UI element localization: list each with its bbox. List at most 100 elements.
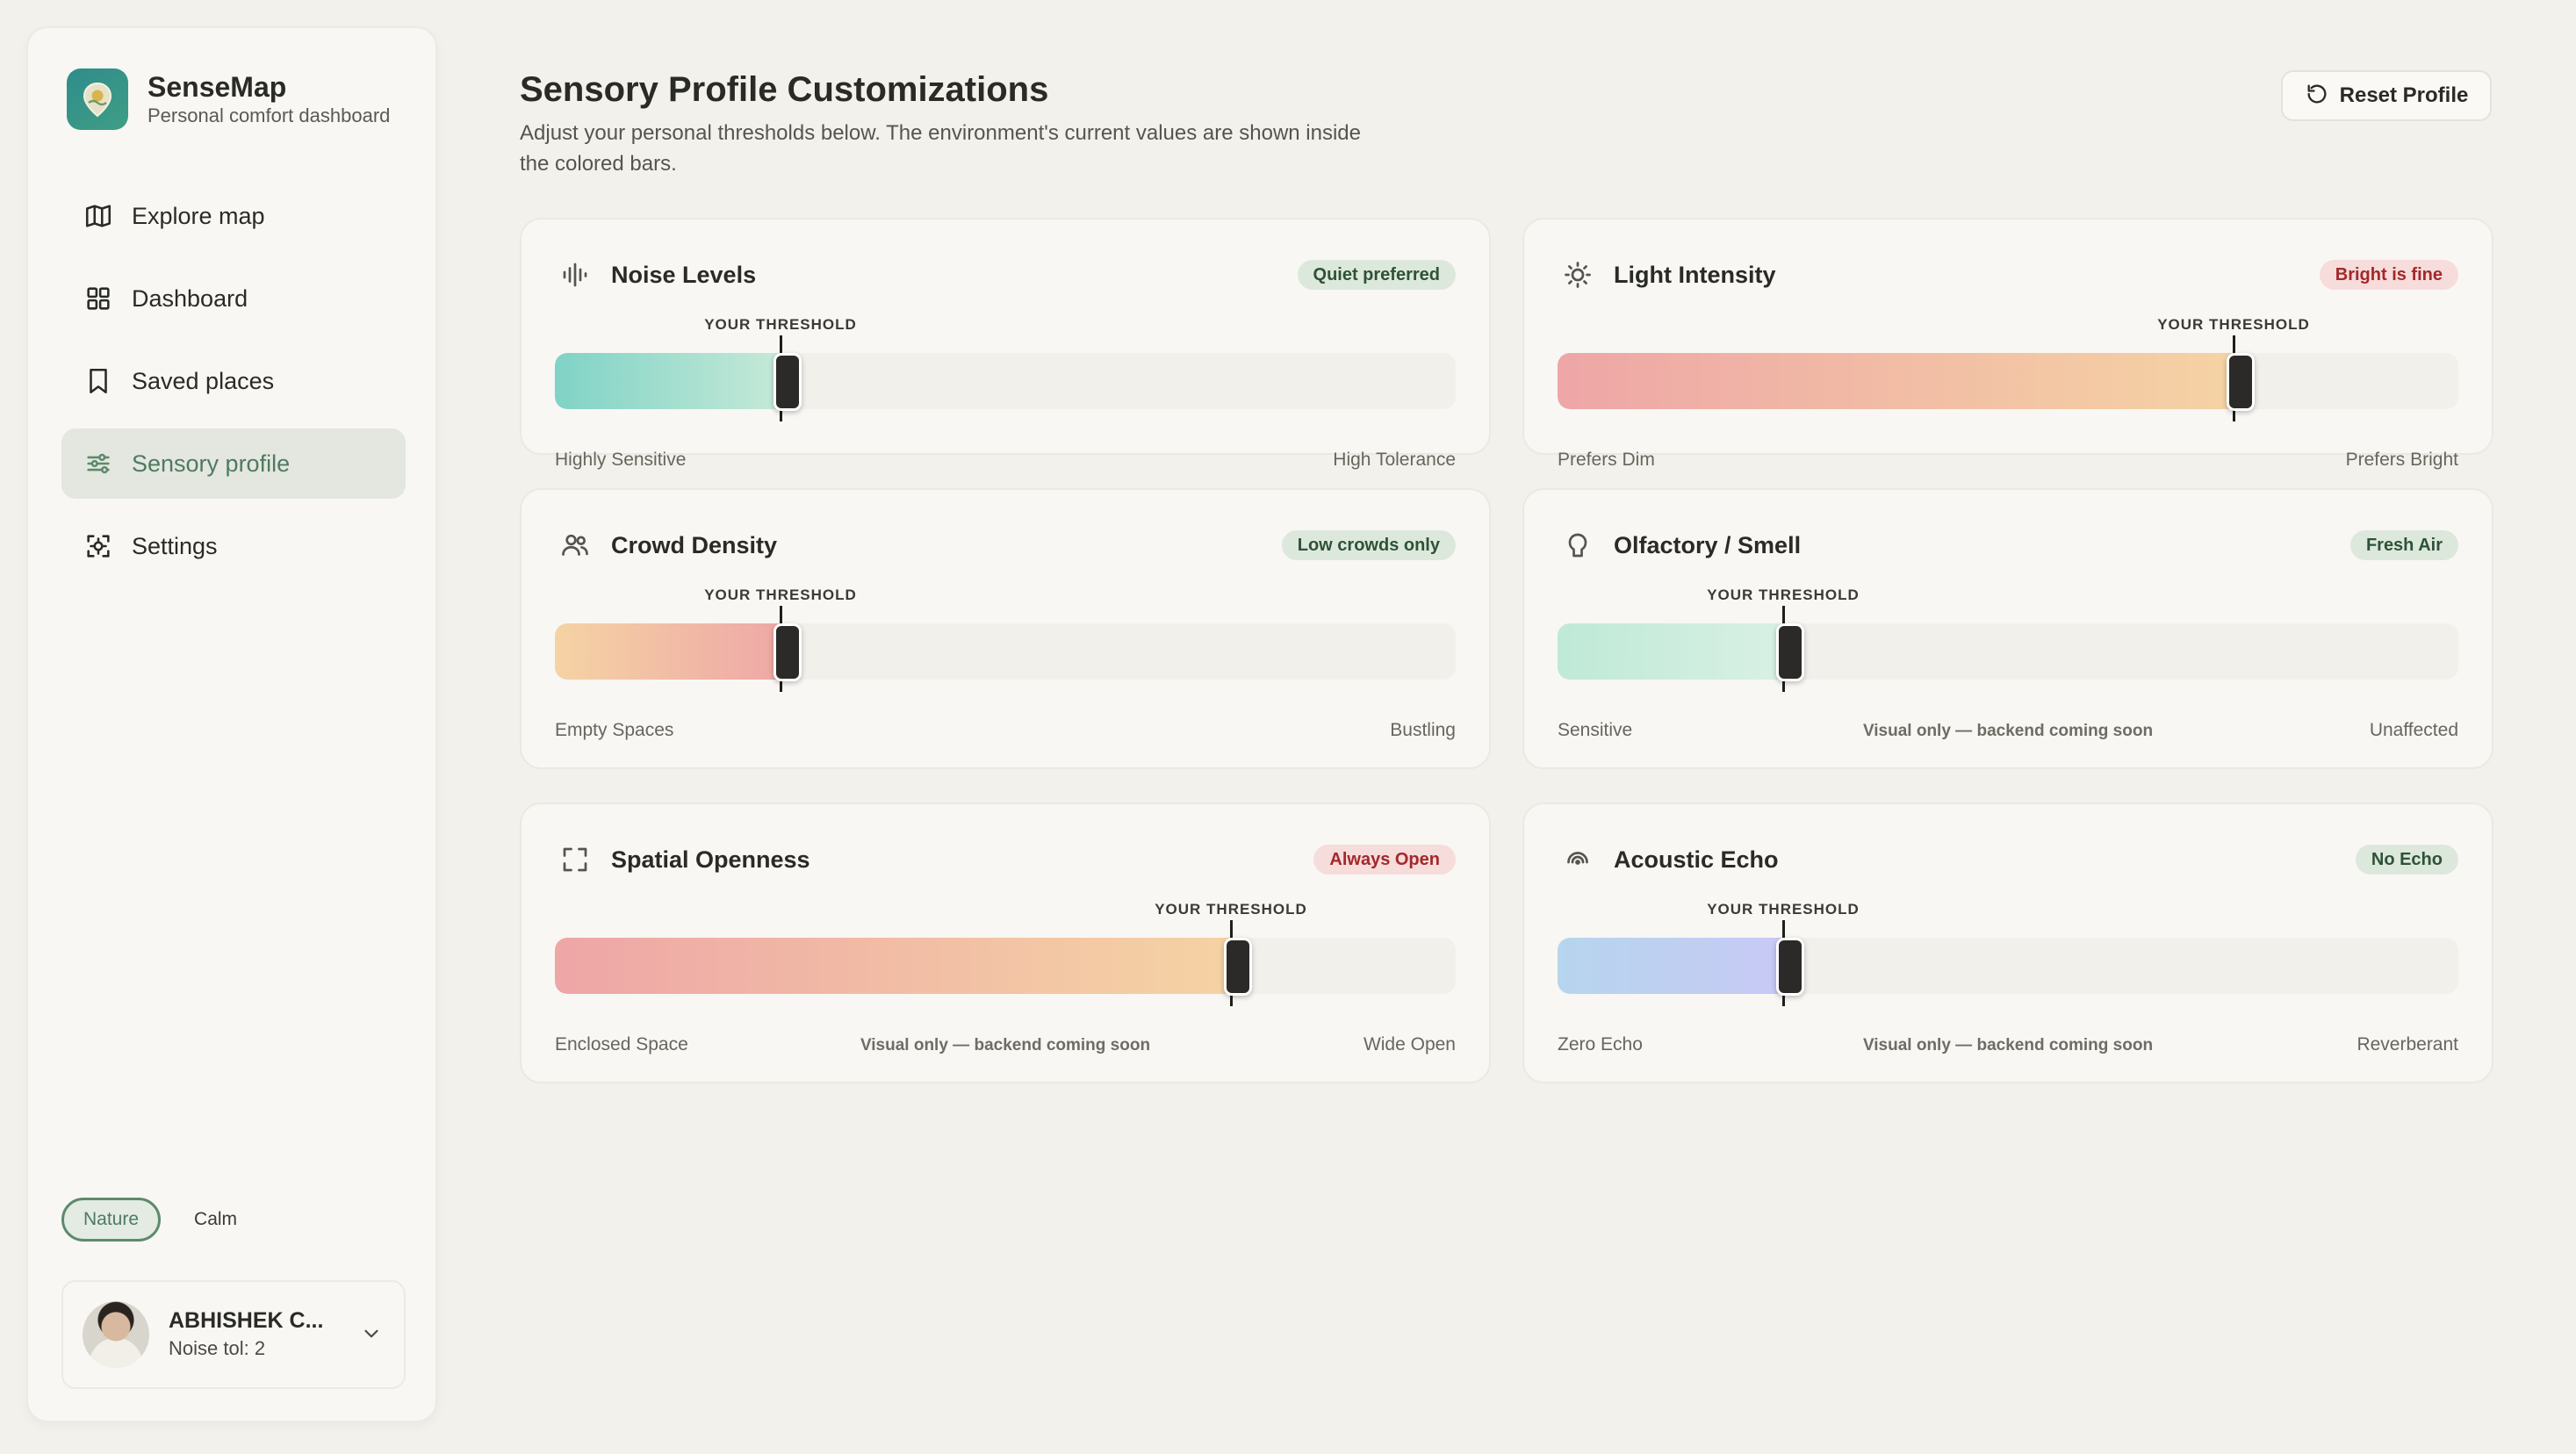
slider-handle[interactable] — [1776, 623, 1804, 681]
bookmark-icon — [83, 365, 114, 397]
slider-handle[interactable] — [1224, 938, 1252, 996]
slider-fill — [1558, 353, 2242, 409]
expand-icon — [555, 839, 595, 880]
brand-logo-icon — [67, 68, 128, 130]
card-spatial-openness: Spatial Openness Always Open YOUR THRESH… — [520, 803, 1491, 1083]
slider-track[interactable] — [1558, 353, 2458, 409]
card-olfactory-smell: Olfactory / Smell Fresh Air YOUR THRESHO… — [1522, 488, 2493, 769]
slider-max-label: Unaffected — [2369, 720, 2458, 740]
sidebar-item-explore-map[interactable]: Explore map — [61, 181, 406, 251]
slider-max-label: Bustling — [1390, 720, 1456, 740]
card-title: Olfactory / Smell — [1614, 531, 1802, 558]
slider-fill — [555, 938, 1240, 994]
avatar — [83, 1301, 149, 1368]
sliders-icon — [83, 448, 114, 479]
card-noise-levels: Noise Levels Quiet preferred YOUR THRESH… — [520, 218, 1491, 470]
page-description: Adjust your personal thresholds below. T… — [520, 121, 1361, 176]
slider-max-label: Reverberant — [2357, 1034, 2458, 1055]
slider-max-label: Prefers Bright — [2345, 450, 2458, 470]
status-badge: Low crowds only — [1281, 530, 1456, 560]
olfactory-threshold-slider[interactable]: YOUR THRESHOLD — [1558, 587, 2458, 708]
brand-name: SenseMap — [148, 71, 287, 103]
brand-subtitle: Personal comfort dashboard — [148, 104, 391, 126]
status-badge: Quiet preferred — [1297, 260, 1456, 290]
sidebar-item-sensory-profile[interactable]: Sensory profile — [61, 428, 406, 499]
backend-note: Visual only — backend coming soon — [1862, 1036, 2154, 1055]
backend-note: Visual only — backend coming soon — [860, 1036, 1151, 1055]
slider-track[interactable] — [555, 623, 1456, 680]
sidebar: SenseMap Personal comfort dashboard Expl… — [26, 26, 437, 1422]
echo-threshold-slider[interactable]: YOUR THRESHOLD — [1558, 901, 2458, 1022]
user-noise-tolerance: Noise tol: 2 — [169, 1337, 266, 1359]
slider-track[interactable] — [1558, 623, 2458, 680]
mode-nature-button[interactable]: Nature — [61, 1198, 162, 1242]
slider-max-label: High Tolerance — [1333, 450, 1456, 470]
slider-track[interactable] — [555, 353, 1456, 409]
card-acoustic-echo: Acoustic Echo No Echo YOUR THRESHOLD Zer… — [1522, 803, 2493, 1083]
noise-threshold-slider[interactable]: YOUR THRESHOLD — [555, 316, 1456, 437]
status-badge: Bright is fine — [2319, 260, 2458, 290]
sidebar-item-label: Dashboard — [132, 284, 248, 312]
crowd-threshold-slider[interactable]: YOUR THRESHOLD — [555, 587, 1456, 708]
slider-handle[interactable] — [2227, 353, 2255, 411]
map-icon — [83, 200, 114, 232]
brand[interactable]: SenseMap Personal comfort dashboard — [67, 68, 390, 130]
status-badge: Fresh Air — [2349, 530, 2458, 560]
sidebar-item-label: Settings — [132, 532, 218, 559]
mode-calm-button[interactable]: Calm — [194, 1209, 238, 1229]
slider-min-label: Empty Spaces — [555, 720, 674, 740]
threshold-label: YOUR THRESHOLD — [704, 587, 857, 603]
slider-handle[interactable] — [774, 353, 802, 411]
gear-icon — [83, 530, 114, 562]
sidebar-item-label: Explore map — [132, 202, 265, 229]
slider-track[interactable] — [555, 938, 1456, 994]
sidebar-item-settings[interactable]: Settings — [61, 511, 406, 581]
card-title: Crowd Density — [611, 531, 778, 558]
slider-handle[interactable] — [774, 623, 802, 681]
status-badge: No Echo — [2355, 845, 2458, 875]
slider-fill — [555, 623, 789, 680]
sidebar-item-saved-places[interactable]: Saved places — [61, 346, 406, 416]
waveform-icon — [555, 255, 595, 295]
status-badge: Always Open — [1313, 845, 1456, 875]
echo-icon — [1558, 839, 1598, 880]
card-title: Spatial Openness — [611, 846, 810, 873]
nose-icon — [1558, 525, 1598, 565]
slider-min-label: Sensitive — [1558, 720, 1633, 740]
sidebar-item-label: Saved places — [132, 367, 275, 394]
threshold-label: YOUR THRESHOLD — [2157, 316, 2310, 333]
threshold-label: YOUR THRESHOLD — [704, 316, 857, 333]
grid-icon — [83, 283, 114, 314]
sidebar-item-dashboard[interactable]: Dashboard — [61, 263, 406, 334]
slider-fill — [1558, 938, 1792, 994]
page-title: Sensory Profile Customizations — [520, 70, 1049, 109]
slider-track[interactable] — [1558, 938, 2458, 994]
users-icon — [555, 525, 595, 565]
sun-icon — [1558, 255, 1598, 295]
slider-min-label: Zero Echo — [1558, 1034, 1643, 1055]
chevron-down-icon[interactable] — [360, 1322, 383, 1350]
card-title: Light Intensity — [1614, 261, 1776, 288]
sidebar-item-label: Sensory profile — [132, 450, 291, 477]
user-card[interactable]: ABHISHEK C... Noise tol: 2 — [61, 1280, 406, 1389]
card-light-intensity: Light Intensity Bright is fine YOUR THRE… — [1522, 218, 2493, 470]
light-threshold-slider[interactable]: YOUR THRESHOLD — [1558, 316, 2458, 437]
user-name: ABHISHEK C... — [169, 1308, 324, 1333]
threshold-label: YOUR THRESHOLD — [1707, 901, 1860, 918]
slider-fill — [555, 353, 789, 409]
slider-fill — [1558, 623, 1792, 680]
reset-profile-button[interactable]: Reset Profile — [2281, 70, 2492, 121]
slider-handle[interactable] — [1776, 938, 1804, 996]
backend-note: Visual only — backend coming soon — [1862, 722, 2154, 740]
threshold-label: YOUR THRESHOLD — [1707, 587, 1860, 603]
spatial-threshold-slider[interactable]: YOUR THRESHOLD — [555, 901, 1456, 1022]
reset-icon — [2305, 82, 2329, 111]
reset-profile-label: Reset Profile — [2339, 83, 2469, 107]
slider-min-label: Prefers Dim — [1558, 450, 1655, 470]
card-title: Acoustic Echo — [1614, 846, 1779, 873]
slider-min-label: Highly Sensitive — [555, 450, 687, 470]
card-title: Noise Levels — [611, 261, 757, 288]
slider-min-label: Enclosed Space — [555, 1034, 688, 1055]
slider-max-label: Wide Open — [1363, 1034, 1456, 1055]
threshold-label: YOUR THRESHOLD — [1155, 901, 1307, 918]
